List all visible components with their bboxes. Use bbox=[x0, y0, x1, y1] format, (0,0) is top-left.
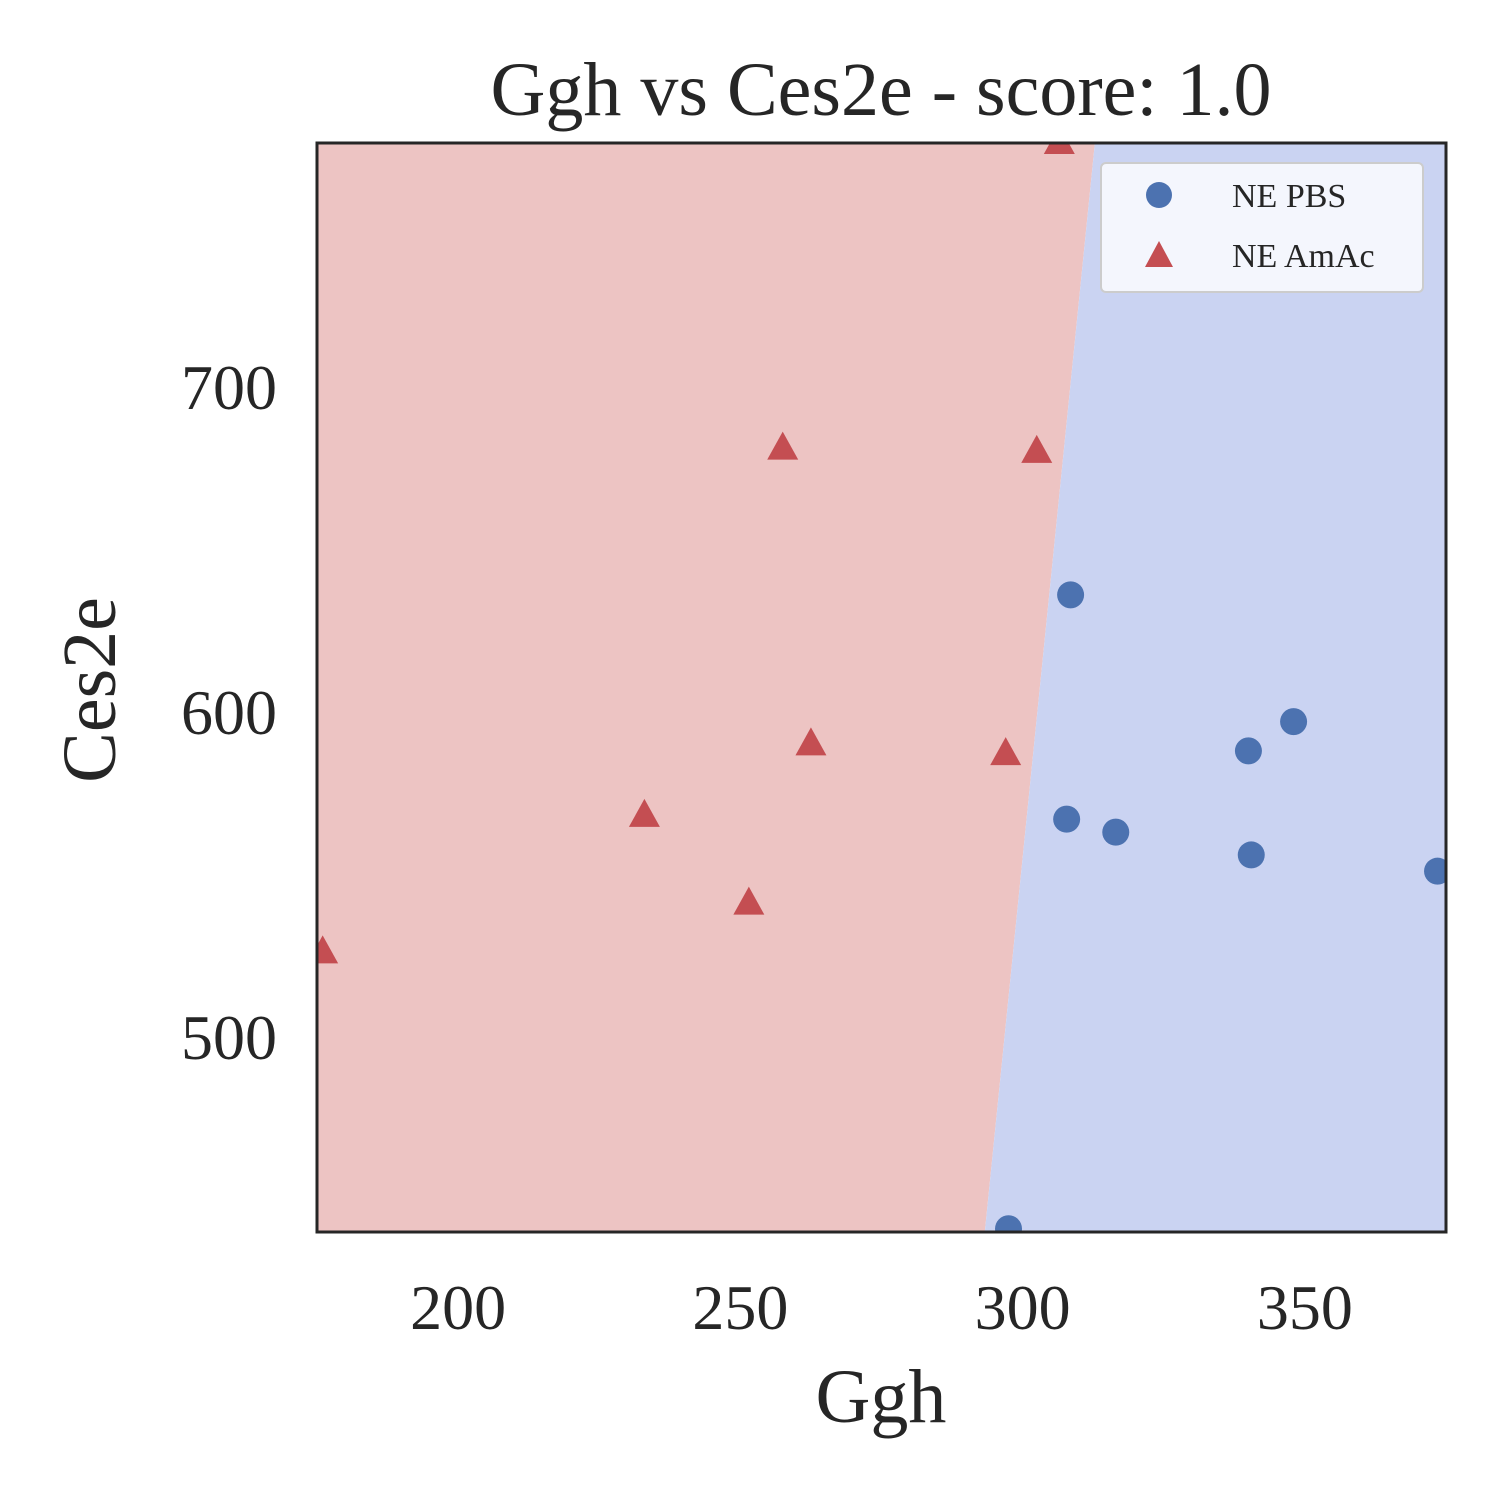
legend-box bbox=[1100, 162, 1424, 293]
point-ne-amac-6 bbox=[628, 798, 660, 827]
x-tick-label: 350 bbox=[1257, 1272, 1353, 1343]
y-tick-label: 600 bbox=[181, 677, 277, 748]
plot-frame bbox=[315, 141, 1448, 1234]
point-ne-pbs-8 bbox=[995, 1215, 1023, 1232]
y-axis-ticks: 500 600 700 bbox=[181, 352, 277, 1073]
point-ne-amac-3 bbox=[1021, 434, 1053, 463]
point-ne-amac-4 bbox=[795, 727, 827, 756]
x-tick-label: 300 bbox=[975, 1272, 1071, 1343]
point-ne-amac-2 bbox=[767, 431, 799, 460]
y-axis-label: Ces2e bbox=[48, 597, 132, 783]
point-ne-pbs-5 bbox=[1280, 708, 1308, 736]
legend: NE PBS NE AmAc bbox=[1100, 162, 1424, 293]
x-axis-label: Ggh bbox=[816, 1355, 947, 1439]
point-ne-amac-8 bbox=[317, 935, 339, 964]
region-ne-pbs bbox=[984, 143, 1446, 1232]
point-ne-pbs-7 bbox=[1424, 857, 1446, 885]
x-axis-ticks: 200 250 300 350 bbox=[410, 1272, 1353, 1343]
legend-marker-ne-amac bbox=[1145, 241, 1173, 267]
point-ne-pbs-4 bbox=[1234, 737, 1262, 765]
x-tick-label: 250 bbox=[692, 1272, 788, 1343]
legend-label-ne-amac: NE AmAc bbox=[1232, 238, 1375, 275]
y-tick-label: 700 bbox=[181, 352, 277, 423]
chart-title: Ggh vs Ces2e - score: 1.0 bbox=[491, 48, 1272, 132]
point-ne-pbs-2 bbox=[1053, 805, 1081, 833]
point-ne-amac-5 bbox=[990, 737, 1022, 766]
x-tick-label: 200 bbox=[410, 1272, 506, 1343]
point-ne-amac-7 bbox=[733, 886, 765, 915]
region-ne-amac bbox=[317, 143, 1095, 1232]
y-tick-label: 500 bbox=[181, 1002, 277, 1073]
legend-label-ne-pbs: NE PBS bbox=[1232, 178, 1346, 215]
point-ne-pbs-3 bbox=[1102, 818, 1130, 846]
point-ne-pbs-1 bbox=[1057, 581, 1085, 609]
point-ne-pbs-6 bbox=[1237, 841, 1265, 869]
plot-area bbox=[317, 143, 1446, 1232]
point-ne-amac-1 bbox=[1043, 143, 1075, 154]
legend-marker-ne-pbs bbox=[1146, 182, 1172, 208]
